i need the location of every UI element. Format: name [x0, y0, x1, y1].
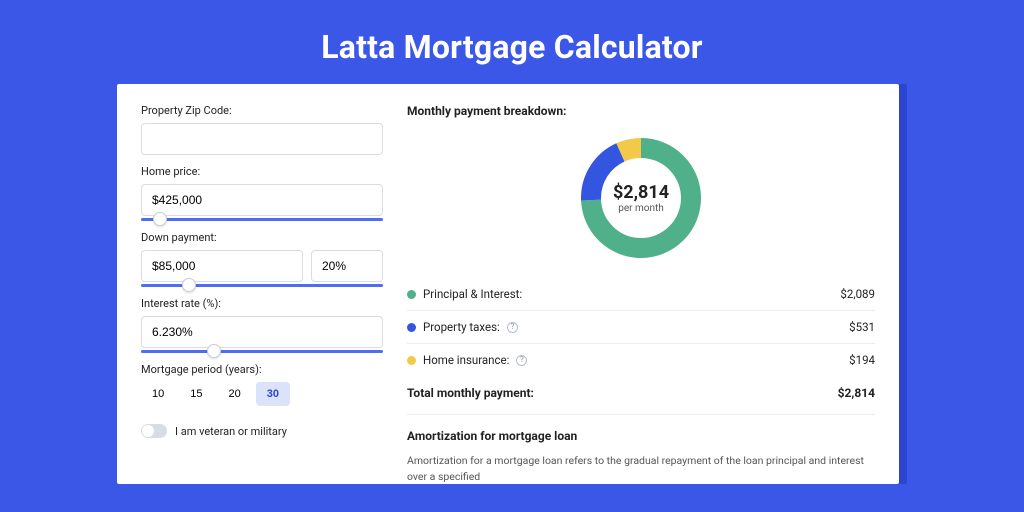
legend-row-tax: Property taxes: ? $531	[407, 311, 875, 344]
calculator-card: Property Zip Code: Home price: Down paym…	[117, 84, 899, 484]
period-label: Mortgage period (years):	[141, 363, 383, 376]
home-price-label: Home price:	[141, 165, 383, 178]
down-payment-label: Down payment:	[141, 231, 383, 244]
period-btn-30[interactable]: 30	[256, 382, 290, 406]
legend-label-tax: Property taxes:	[423, 320, 500, 334]
amortization-text: Amortization for a mortgage loan refers …	[407, 453, 875, 484]
page-title: Latta Mortgage Calculator	[0, 0, 1024, 84]
interest-slider-thumb[interactable]	[207, 344, 221, 358]
amortization-section: Amortization for mortgage loan Amortizat…	[407, 414, 875, 484]
legend-value-ins: $194	[849, 353, 875, 367]
info-icon[interactable]: ?	[507, 322, 518, 333]
home-price-slider[interactable]	[141, 218, 383, 221]
legend-value-pi: $2,089	[840, 287, 875, 301]
period-btn-10[interactable]: 10	[141, 382, 175, 406]
down-payment-slider-thumb[interactable]	[182, 278, 196, 292]
card-shadow: Property Zip Code: Home price: Down paym…	[117, 84, 907, 484]
legend-label-ins: Home insurance:	[423, 353, 509, 367]
veteran-toggle-knob	[142, 425, 154, 437]
veteran-label: I am veteran or military	[175, 425, 287, 438]
veteran-row: I am veteran or military	[141, 424, 383, 438]
amortization-title: Amortization for mortgage loan	[407, 429, 875, 443]
legend-row-pi: Principal & Interest: $2,089	[407, 278, 875, 311]
breakdown-title: Monthly payment breakdown:	[407, 104, 875, 118]
total-label: Total monthly payment:	[407, 386, 534, 400]
info-icon[interactable]: ?	[516, 355, 527, 366]
interest-slider[interactable]	[141, 350, 383, 353]
interest-label: Interest rate (%):	[141, 297, 383, 310]
donut-value: $2,814	[613, 182, 669, 203]
donut-center: $2,814 per month	[579, 136, 703, 260]
donut-chart: $2,814 per month	[579, 136, 703, 260]
interest-input[interactable]	[141, 316, 383, 348]
dot-pi	[407, 290, 416, 299]
period-buttons: 10 15 20 30	[141, 382, 383, 406]
veteran-toggle[interactable]	[141, 424, 167, 438]
dot-tax	[407, 323, 416, 332]
down-payment-slider[interactable]	[141, 284, 383, 287]
donut-wrap: $2,814 per month	[407, 130, 875, 278]
legend-value-tax: $531	[849, 320, 875, 334]
breakdown-panel: Monthly payment breakdown: $2,814 per mo…	[407, 104, 875, 484]
legend: Principal & Interest: $2,089 Property ta…	[407, 278, 875, 376]
zip-input[interactable]	[141, 123, 383, 155]
period-btn-15[interactable]: 15	[179, 382, 213, 406]
total-row: Total monthly payment: $2,814	[407, 376, 875, 414]
total-value: $2,814	[838, 386, 875, 400]
legend-label-pi: Principal & Interest:	[423, 287, 522, 301]
home-price-slider-thumb[interactable]	[153, 212, 167, 226]
zip-label: Property Zip Code:	[141, 104, 383, 117]
inputs-panel: Property Zip Code: Home price: Down paym…	[141, 104, 383, 484]
period-btn-20[interactable]: 20	[218, 382, 252, 406]
home-price-input[interactable]	[141, 184, 383, 216]
down-payment-pct-input[interactable]	[311, 250, 383, 282]
down-payment-input[interactable]	[141, 250, 303, 282]
legend-row-ins: Home insurance: ? $194	[407, 344, 875, 376]
dot-ins	[407, 356, 416, 365]
donut-sub: per month	[618, 203, 664, 214]
